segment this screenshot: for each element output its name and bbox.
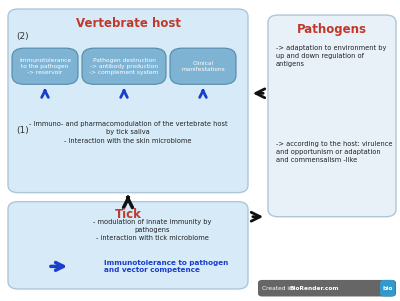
Text: BioRender.com: BioRender.com — [290, 286, 340, 291]
FancyBboxPatch shape — [12, 48, 78, 84]
Text: - modulation of innate immunity by
pathogens
- interaction with tick microbiome: - modulation of innate immunity by patho… — [93, 219, 211, 241]
Text: -> according to the host: virulence
and opportunism or adaptation
and commensali: -> according to the host: virulence and … — [276, 141, 392, 163]
Text: Vertebrate host: Vertebrate host — [76, 17, 180, 29]
Text: bio: bio — [382, 286, 393, 291]
FancyBboxPatch shape — [8, 202, 248, 289]
FancyBboxPatch shape — [380, 280, 395, 296]
Text: Clinical
manifestations: Clinical manifestations — [181, 61, 225, 72]
Text: Immunotolerance to pathogen
and vector competence: Immunotolerance to pathogen and vector c… — [104, 260, 228, 273]
FancyBboxPatch shape — [82, 48, 166, 84]
Text: (2): (2) — [16, 32, 29, 41]
Text: Created in: Created in — [262, 286, 293, 291]
FancyBboxPatch shape — [268, 15, 396, 217]
FancyBboxPatch shape — [258, 280, 396, 296]
FancyBboxPatch shape — [8, 9, 248, 193]
FancyArrowPatch shape — [121, 91, 127, 98]
FancyArrowPatch shape — [200, 91, 206, 98]
FancyBboxPatch shape — [170, 48, 236, 84]
Text: Immunotolerance
to the pathogen
-> reservoir: Immunotolerance to the pathogen -> reser… — [19, 57, 71, 75]
Text: -> adaptation to environment by
up and down regulation of
antigens: -> adaptation to environment by up and d… — [276, 45, 386, 67]
Text: (1): (1) — [16, 126, 29, 135]
Text: Pathogen destruction
-> antibody production
-> complement system: Pathogen destruction -> antibody product… — [89, 57, 159, 75]
FancyArrowPatch shape — [42, 91, 48, 98]
Text: Pathogens: Pathogens — [297, 23, 367, 36]
Text: Tick: Tick — [114, 208, 142, 221]
Text: - Immuno- and pharmacomodulation of the vertebrate host
by tick saliva
- Interac: - Immuno- and pharmacomodulation of the … — [29, 121, 227, 144]
